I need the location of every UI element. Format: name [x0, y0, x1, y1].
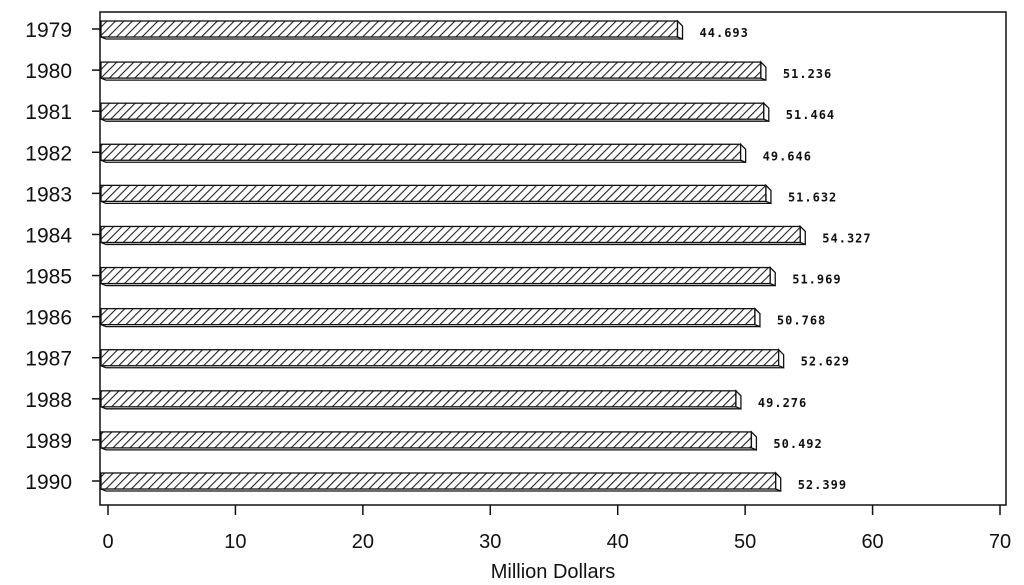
category-label: 1988 — [25, 389, 72, 412]
bar — [100, 60, 767, 82]
bars-group: 44.693 51.236 51.464 49.646 51.632 54.327 51.9… — [92, 19, 871, 492]
bar-bottom-edge — [100, 77, 766, 81]
bar-bottom-edge — [100, 447, 757, 451]
data-label: 49.646 — [763, 149, 812, 163]
bar-bottom-edge — [100, 200, 771, 205]
bar-end-cap — [765, 183, 772, 205]
category-label: 1982 — [25, 142, 72, 165]
bar-end-cap — [775, 471, 782, 492]
bar — [100, 265, 776, 287]
bar-face — [100, 349, 780, 367]
bar — [100, 471, 782, 492]
bar — [100, 224, 806, 246]
bar — [100, 142, 747, 164]
bar-bottom-edge — [100, 241, 806, 246]
data-label: 51.464 — [786, 108, 835, 122]
x-tick-label: 10 — [224, 531, 246, 553]
bar-bottom-edge — [100, 159, 746, 163]
data-label: 49.276 — [758, 396, 807, 410]
bar-bottom-edge — [100, 282, 776, 287]
data-label: 51.632 — [788, 190, 837, 204]
category-label: 1985 — [25, 266, 72, 289]
data-label: 51.236 — [783, 67, 832, 81]
bar-face — [100, 143, 742, 161]
bar-face — [100, 102, 765, 120]
bar-end-cap — [735, 389, 742, 410]
plot-frame — [99, 11, 1007, 506]
x-tick-label: 50 — [734, 531, 756, 553]
bar-end-cap — [763, 101, 770, 123]
bar-end-cap — [799, 224, 806, 246]
bar-face — [100, 307, 756, 326]
bar — [100, 307, 761, 328]
bar-end-cap — [750, 430, 758, 451]
bar-bottom-edge — [100, 36, 683, 40]
category-label: 1983 — [25, 183, 72, 206]
bar — [100, 101, 770, 123]
x-tick-label: 40 — [607, 531, 629, 553]
x-axis-ticks: 0 10 20 30 40 50 60 70 — [102, 505, 1011, 553]
x-tick-label: 20 — [352, 531, 374, 553]
bar-end-cap — [676, 19, 684, 40]
bar-bottom-edge — [100, 406, 741, 410]
category-label: 1990 — [25, 471, 72, 494]
bar-end-cap — [754, 307, 761, 328]
data-label: 52.629 — [801, 355, 850, 369]
x-tick-label: 30 — [479, 531, 501, 553]
data-label: 54.327 — [822, 231, 871, 245]
bar — [100, 19, 684, 40]
data-label: 44.693 — [700, 26, 749, 40]
bar — [100, 183, 772, 205]
bar-face — [100, 472, 777, 490]
category-label: 1989 — [25, 430, 72, 453]
bar-bottom-edge — [100, 488, 781, 492]
bar-end-cap — [777, 348, 785, 369]
data-label: 50.768 — [777, 314, 826, 328]
bar-bottom-edge — [100, 365, 784, 369]
bar — [100, 430, 758, 451]
bar-end-cap — [760, 60, 767, 82]
data-label: 52.399 — [798, 478, 847, 492]
category-label: 1984 — [25, 224, 72, 247]
bar-bottom-edge — [100, 324, 760, 328]
bar-bottom-edge — [100, 118, 769, 122]
category-labels: 1979 1980 1981 1982 1983 1984 1985 1986 1987 1988… — [25, 19, 72, 494]
bar-face — [100, 266, 771, 285]
x-axis-title: Million Dollars — [491, 561, 615, 583]
bar-face — [100, 225, 801, 244]
category-label: 1987 — [25, 348, 72, 371]
bar-end-cap — [769, 265, 776, 287]
category-label: 1981 — [25, 101, 72, 124]
data-label: 51.969 — [792, 273, 841, 287]
bar-face — [100, 61, 762, 79]
category-label: 1980 — [25, 60, 72, 83]
category-label: 1986 — [25, 307, 72, 330]
category-label: 1979 — [25, 19, 72, 42]
bar-end-cap — [739, 142, 747, 164]
x-tick-label: 60 — [861, 531, 883, 553]
x-tick-label: 0 — [102, 531, 113, 553]
bar-face — [100, 184, 767, 203]
bar-face — [100, 431, 753, 449]
bar-face — [100, 20, 679, 38]
data-label: 50.492 — [773, 437, 822, 451]
bar-face — [100, 390, 737, 408]
bar — [100, 348, 785, 369]
bar — [100, 389, 742, 410]
x-tick-label: 70 — [989, 531, 1011, 553]
